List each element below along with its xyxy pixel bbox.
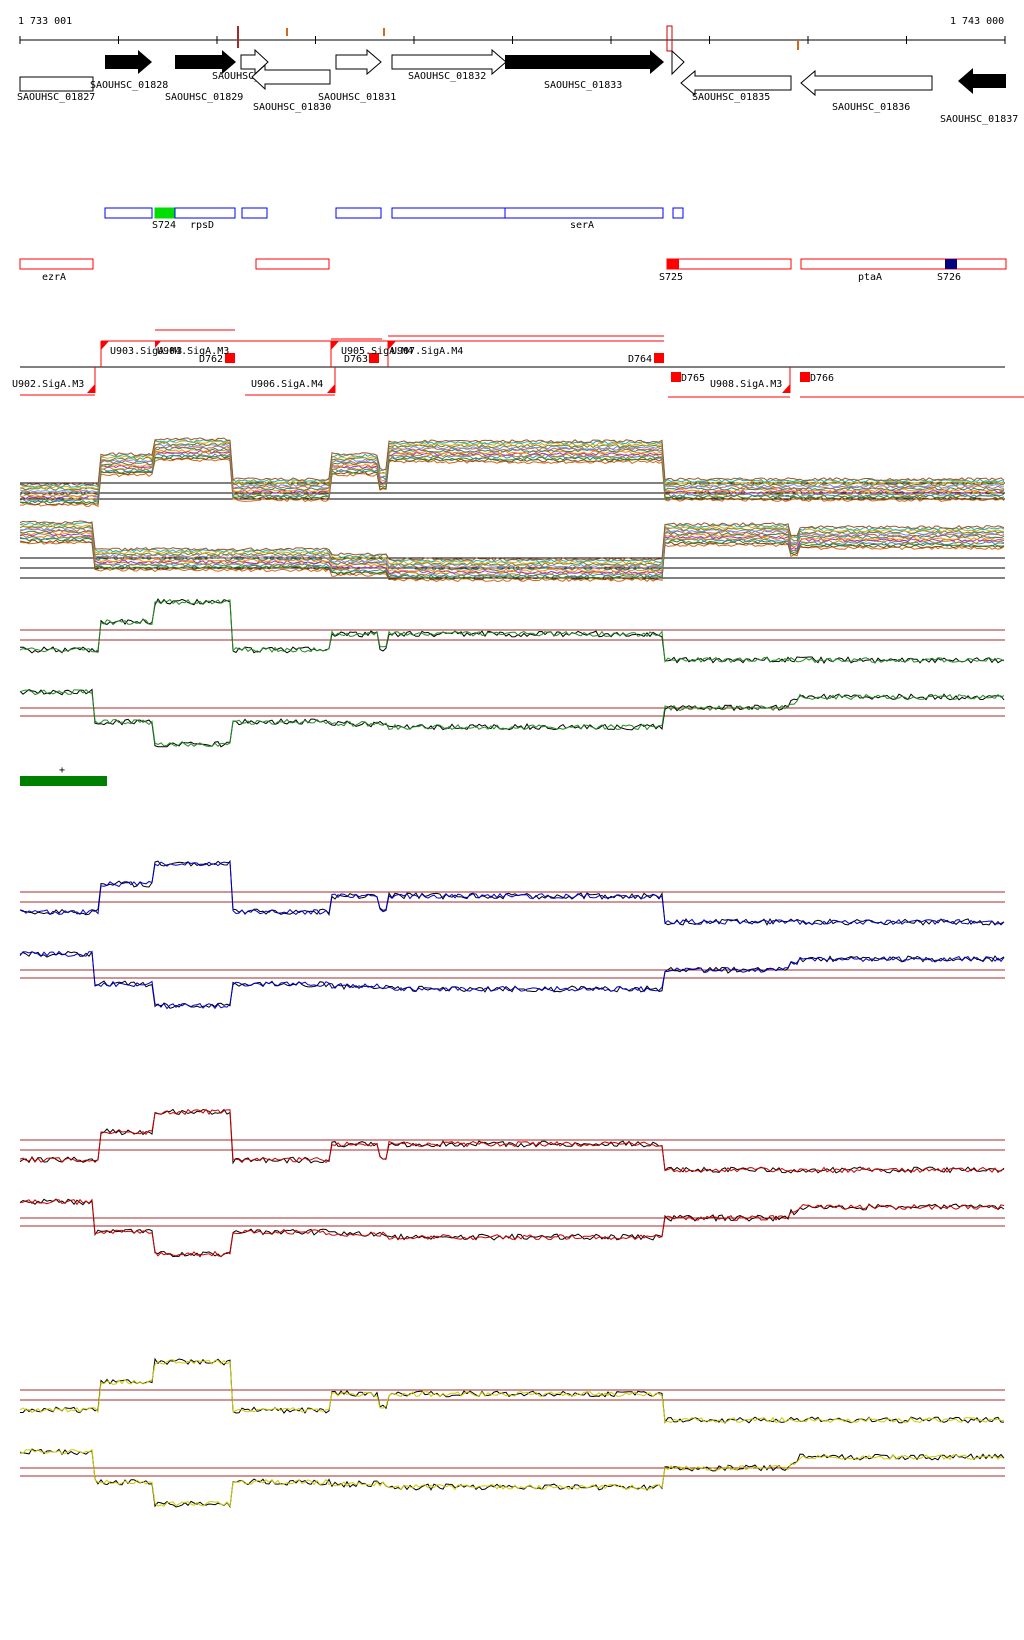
expression-line: [19, 536, 1005, 578]
expression-line: [19, 443, 1005, 493]
gene-label: SAOUHSC_01837: [940, 114, 1018, 125]
expression-line: [19, 1448, 1005, 1508]
expression-line: [19, 450, 1005, 500]
expression-line: [19, 861, 1005, 926]
ezrA-feature[interactable]: [19, 258, 94, 270]
gene-SAOUHSC_01831[interactable]: SAOUHSC_01831: [318, 48, 396, 103]
strand-indicator: +: [20, 765, 107, 786]
feature-label: ptaA: [858, 272, 882, 283]
terminator-label: D763: [344, 354, 368, 365]
gene-label: SAOUHSC_01828: [90, 80, 168, 91]
expression-line: [19, 950, 1005, 1009]
gene-track: SAOUHSC_01827 SAOUHSC_01828 SAOUHSC_0182…: [17, 48, 1018, 125]
expression-line: [19, 440, 1005, 490]
blue-feature-track: S724 rpsD serA: [104, 207, 684, 231]
promoter-label: U908.SigA.M3: [710, 379, 782, 390]
expression-line: [19, 1108, 1005, 1174]
expression-line: [19, 1198, 1005, 1257]
terminator-label: D765: [681, 373, 705, 384]
ptaA-feature[interactable]: [800, 258, 1007, 270]
expression-line: [20, 531, 1005, 573]
expression-line: [19, 529, 1005, 571]
gene-label: SAOUHSC_01827: [17, 92, 95, 103]
expression-line: [19, 1198, 1005, 1258]
gene-label: SAOUHSC_01836: [832, 102, 910, 113]
end-coordinate: 1 743 000: [950, 16, 1004, 27]
terminator-label: D766: [810, 373, 834, 384]
S725-feature[interactable]: [667, 259, 679, 269]
gene-SAOUHSC_01830[interactable]: SAOUHSC_01830: [251, 63, 331, 113]
strand-bar: [20, 776, 107, 786]
expression-line: [19, 454, 1005, 504]
red-feature-track: ezrA S725 ptaA S726: [19, 258, 1007, 283]
terminator-label: D762: [199, 354, 223, 365]
expression-line: [19, 458, 1005, 508]
expression-line: [19, 859, 1005, 926]
coordinate-ruler: 1 733 001 1 743 000: [18, 16, 1006, 52]
gene-label: SAOUHSC_01835: [692, 92, 770, 103]
expression-line: [19, 598, 1005, 664]
expression-line: [19, 688, 1005, 748]
expression-line: [19, 1108, 1005, 1174]
S724-feature[interactable]: [154, 207, 176, 219]
feature-label: S724: [152, 220, 176, 231]
expression-line: [19, 533, 1005, 575]
serA-feature[interactable]: [504, 207, 664, 219]
gene-label: SAOUHSC_01830: [253, 102, 331, 113]
start-coordinate: 1 733 001: [18, 16, 72, 27]
gene-SAOUHSC_01827[interactable]: SAOUHSC_01827: [17, 76, 95, 103]
gene-SAOUHSC_01828[interactable]: SAOUHSC_01828: [90, 50, 168, 91]
promoter-label: U902.SigA.M3: [12, 379, 84, 390]
transcription-unit-track: U902.SigA.M3 U903.SigA.M3 U904.SigA.M3 U…: [12, 329, 1024, 398]
promoter-label: U906.SigA.M4: [251, 379, 323, 390]
expression-line: [19, 1448, 1005, 1509]
expression-line: [19, 448, 1005, 498]
gene-SAOUHSC_01835[interactable]: SAOUHSC_01835: [680, 69, 792, 103]
expression-line: [20, 456, 1005, 506]
gene-SAOUHSC_01832[interactable]: SAOUHSC_01832: [391, 48, 507, 82]
strand-label: +: [59, 765, 65, 776]
expression-line: [20, 1357, 1005, 1424]
expression-line: [19, 526, 1005, 568]
expression-line: [19, 439, 1005, 488]
gene-label: SAOUHSC_01829: [165, 92, 243, 103]
feature-label: ezrA: [42, 272, 66, 283]
gene-SAOUHSC_01836[interactable]: SAOUHSC_01836: [800, 69, 933, 113]
expression-line: [19, 534, 1005, 576]
promoter-label: U904.SigA.M3: [157, 346, 229, 357]
expression-line: [19, 445, 1005, 495]
expression-profile-tracks: [19, 437, 1005, 1509]
rpsD-feature[interactable]: [174, 207, 236, 219]
expression-line: [19, 437, 1005, 487]
gene-label: SAOUHSC_01832: [408, 71, 486, 82]
expression-line: [19, 688, 1005, 748]
gene-SAOUHSC_01833[interactable]: SAOUHSC_01833: [505, 49, 685, 91]
gene-label: SAOUHSC_01833: [544, 80, 622, 91]
promoter-label: U905.SigA.M4: [341, 346, 413, 357]
feature-label: S725: [659, 272, 683, 283]
expression-line: [19, 1359, 1005, 1424]
expression-line: [19, 598, 1005, 664]
feature-label: S726: [937, 272, 961, 283]
gene-SAOUHSC_01837[interactable]: SAOUHSC_01837: [940, 68, 1018, 125]
promoter-label: U903.SigA.M3: [110, 346, 182, 357]
feature-label: serA: [570, 220, 594, 231]
feature-label: rpsD: [190, 220, 214, 231]
gene-SAOUHSC_01829[interactable]: SAOUHSC_01829: [165, 50, 243, 103]
terminator-label: D764: [628, 354, 652, 365]
expression-line: [19, 520, 1005, 562]
expression-line: [19, 950, 1005, 1010]
expression-line: [19, 453, 1005, 503]
S726-feature[interactable]: [945, 259, 957, 269]
gene-label: SAOUHSC_01831: [318, 92, 396, 103]
promoter-label: U907.SigA.M4: [391, 346, 463, 357]
